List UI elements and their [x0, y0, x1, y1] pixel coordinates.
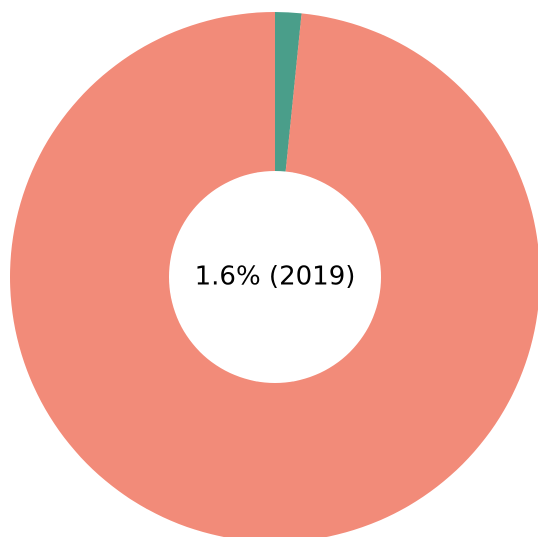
center-label: 1.6% (2019)	[195, 262, 356, 292]
